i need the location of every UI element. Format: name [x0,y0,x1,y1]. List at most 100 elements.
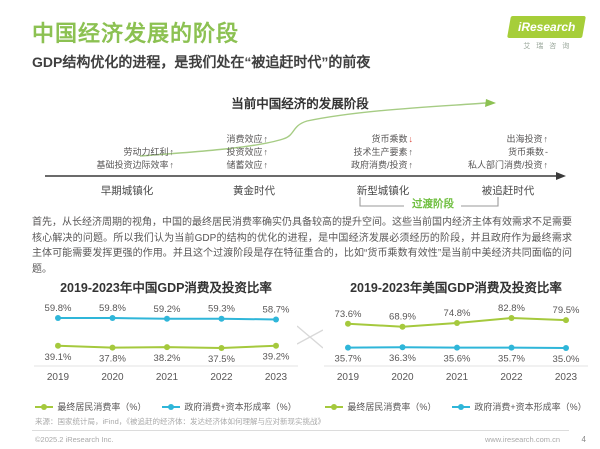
page-title: 中国经济发展的阶段 [32,21,240,46]
down-trend-icon: ↓ [408,134,414,144]
timeline-axis-arrowhead [556,172,566,180]
data-label: 35.0% [553,354,580,365]
x-axis-tick: 2023 [265,372,288,383]
data-point [164,344,170,351]
data-point [218,315,225,322]
growth-curve-arrowhead [485,99,496,107]
data-point [454,320,460,326]
copyright-text: ©2025.2 iResearch Inc. [35,435,114,444]
x-axis-tick: 2022 [210,372,233,383]
diagram-title: 当前中国经济的发展阶段 [231,97,369,111]
data-point [273,316,279,323]
legend-label: 最终居民消费率（%） [347,402,437,412]
up-trend-icon: ↑ [169,147,175,157]
stage-name-2: 黄金时代 [233,185,275,197]
data-point [109,344,116,351]
stage-factor: 劳动力红利↑ [123,147,175,157]
chart-legend: 最终居民消费率（%） 政府消费+资本形成率（%） [28,400,304,413]
data-point [508,315,515,321]
x-axis-tick: 2021 [446,372,469,383]
up-trend-icon: ↑ [408,160,414,170]
up-trend-icon: ↑ [263,134,269,144]
stage-name-3: 新型城镇化 [356,185,410,197]
iresearch-logo: iResearch 艾瑞咨询 [506,16,586,51]
chart-legend: 最终居民消费率（%） 政府消费+资本形成率（%） [318,400,594,413]
stage-factor: 储蓄效应↑ [226,160,269,170]
china-chart-title: 2019-2023年中国GDP消费及投资比率 [60,281,272,295]
data-point [218,345,225,351]
footer-divider [32,430,569,431]
up-trend-icon: ↑ [408,147,414,157]
stage-factor: 货币乘数- [507,147,548,157]
legend-item: 最终居民消费率（%） [325,400,436,413]
line-chart-plot: 2019 2020 2021 2022 2023 73.6% 68.9% 74.8% 82.8%… [324,303,588,383]
x-axis-tick: 2022 [500,372,523,383]
up-trend-icon: ↑ [543,134,549,144]
data-label: 79.5% [553,305,580,316]
legend-item: 政府消费+资本形成率（%） [452,400,587,413]
legend-line-marker-icon [452,403,471,410]
logo-brand-cn: 艾瑞咨询 [523,43,576,50]
stage-factor: 货币乘数↓ [371,134,414,144]
stage-factor: 消费效应↑ [226,134,269,144]
data-label: 36.3% [389,353,416,364]
data-label: 37.8% [99,354,126,365]
stage-diagram-canvas [45,99,566,207]
data-point [55,342,61,349]
transition-stage-label: 过渡阶段 [412,198,454,210]
legend-line-marker-icon [325,403,344,410]
up-trend-icon: ↑ [169,160,175,170]
data-label: 35.6% [444,354,471,365]
x-axis-tick: 2020 [101,372,124,383]
stage-factor: 政府消费/投资↑ [350,160,414,170]
data-label: 59.3% [208,304,235,315]
chart-connector-lines [297,325,323,349]
data-point [345,320,351,327]
stage-factor: 私人部门消费/投资↑ [467,160,548,170]
line-chart-plot: 2019 2020 2021 2022 2023 39.1% 37.8% 38.2% 37.5%… [34,303,298,383]
stage-factors-1: 劳动力红利↑ 基础投资边际效率↑ [40,146,174,172]
legend-line-marker-icon [35,403,54,410]
legend-item: 最终居民消费率（%） [35,400,146,413]
data-label: 74.8% [444,308,471,319]
stage-name-1: 早期城镇化 [100,185,154,197]
data-label: 59.8% [99,303,126,314]
data-point [563,317,569,324]
transition-bracket [359,197,499,207]
flat-trend-icon: - [545,147,548,157]
data-point [399,344,406,351]
stage-factor: 出海投资↑ [506,134,549,144]
data-label: 59.8% [45,303,72,314]
stage-factors-3: 货币乘数↓ 技术生产要素↑ 政府消费/投资↑ [280,133,413,172]
website-link[interactable]: www.iresearch.com.cn [484,435,560,444]
data-point [454,344,460,351]
x-axis-tick: 2019 [47,372,70,383]
data-point [164,315,170,322]
data-label: 35.7% [335,354,362,365]
data-label: 35.7% [498,354,525,365]
us-gdp-chart: 2019-2023年美国GDP消费及投资比率 2019 2020 2021 2022 2… [318,277,594,413]
stage-factors-2: 消费效应↑ 投资效应↑ 储蓄效应↑ [160,133,268,172]
data-label: 68.9% [389,312,416,323]
data-label: 39.2% [263,352,290,363]
x-axis-tick: 2023 [555,372,578,383]
legend-item: 政府消费+资本形成率（%） [162,400,297,413]
x-axis-tick: 2019 [337,372,360,383]
data-point [563,345,569,351]
legend-label: 政府消费+资本形成率（%） [184,402,297,412]
china-gdp-chart: 2019-2023年中国GDP消费及投资比率 2019 2020 2021 2022 2… [28,277,304,413]
data-label: 38.2% [154,353,181,364]
growth-curve [139,102,487,157]
data-point [273,342,279,349]
up-trend-icon: ↑ [263,160,269,170]
data-label: 39.1% [45,352,72,363]
up-trend-icon: ↑ [263,147,269,157]
page-subtitle: GDP结构优化的进程，是我们处在“被追赶时代”的前夜 [32,54,371,70]
legend-label: 最终居民消费率（%） [57,402,147,412]
legend-label: 政府消费+资本形成率（%） [474,402,587,412]
stage-name-4: 被追赶时代 [481,185,535,197]
data-point [55,315,61,321]
data-label: 58.7% [263,305,290,316]
data-label: 37.5% [208,354,235,365]
logo-badge: iResearch [506,16,586,38]
